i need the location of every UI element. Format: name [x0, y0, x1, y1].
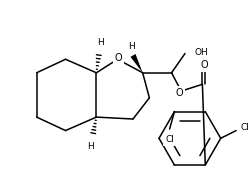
- Text: O: O: [115, 53, 122, 63]
- Text: H: H: [128, 42, 134, 51]
- Text: Cl: Cl: [241, 123, 249, 132]
- Text: H: H: [87, 142, 94, 151]
- Polygon shape: [130, 54, 143, 73]
- Text: OH: OH: [195, 48, 208, 57]
- Text: Cl: Cl: [165, 135, 174, 144]
- Text: O: O: [200, 60, 208, 70]
- Text: O: O: [176, 88, 183, 98]
- Text: H: H: [97, 38, 104, 47]
